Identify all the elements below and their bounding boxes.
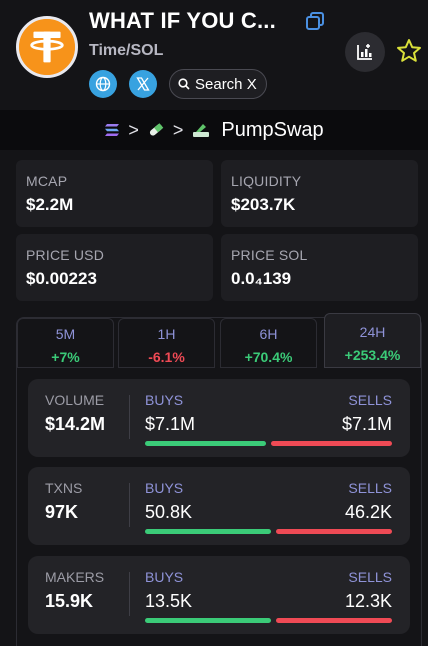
liquidity-stat: LIQUIDITY $203.7K: [221, 160, 418, 227]
tab-5m[interactable]: 5M +7%: [17, 318, 114, 368]
makers-ratio-bar: [145, 618, 392, 623]
makers-sells-value: 12.3K: [344, 591, 392, 611]
dex-name: PumpSwap: [221, 118, 324, 141]
card-divider: [129, 572, 130, 616]
globe-icon: [95, 76, 111, 92]
volume-buy-bar: [145, 441, 266, 446]
tab-6h-label: 6H: [259, 326, 278, 342]
pumpswap-icon[interactable]: [191, 121, 211, 139]
txns-buy-bar: [145, 529, 271, 534]
liquidity-value: $203.7K: [231, 195, 296, 214]
txns-sells-value: 46.2K: [344, 502, 392, 522]
website-button[interactable]: [89, 70, 117, 98]
token-avatar: [16, 16, 78, 78]
chart-add-icon: [357, 44, 372, 60]
volume-sells-label: SELLS: [348, 392, 392, 408]
tab-5m-label: 5M: [55, 326, 76, 342]
makers-buy-bar: [145, 618, 271, 623]
tether-logo-icon: [19, 19, 75, 75]
price-sol-value: 0.0₄139: [231, 269, 292, 288]
txns-card: TXNS 97K BUYS 50.8K SELLS 46.2K: [28, 467, 410, 545]
volume-buys-label: BUYS: [145, 392, 184, 408]
token-name: WHAT IF YOU C...: [89, 8, 276, 33]
tab-24h[interactable]: 24H +253.4%: [324, 313, 421, 368]
card-divider: [129, 483, 130, 527]
copy-icon[interactable]: [306, 12, 324, 30]
breadcrumb: > > PumpSwap: [0, 110, 428, 150]
x-logo-icon: [136, 77, 150, 91]
search-x-button[interactable]: Search X: [169, 69, 267, 99]
tab-1h[interactable]: 1H -6.1%: [118, 318, 215, 368]
txns-buys-label: BUYS: [145, 480, 184, 496]
tab-5m-change: +7%: [51, 349, 80, 365]
twitter-button[interactable]: [129, 70, 157, 98]
solana-icon[interactable]: [104, 123, 120, 137]
tab-1h-label: 1H: [157, 326, 176, 342]
pill-icon[interactable]: [147, 121, 165, 139]
txns-ratio-bar: [145, 529, 392, 534]
txns-total: 97K: [45, 502, 79, 522]
token-header: WHAT IF YOU C... Time/SOL Search X: [0, 0, 428, 110]
mcap-value: $2.2M: [26, 195, 74, 214]
txns-sell-bar: [276, 529, 392, 534]
price-sol-label: PRICE SOL: [231, 247, 308, 263]
search-x-label: Search X: [195, 75, 257, 93]
volume-total: $14.2M: [45, 414, 106, 434]
makers-total: 15.9K: [45, 591, 94, 611]
price-usd-value: $0.00223: [26, 269, 97, 288]
star-icon[interactable]: [396, 38, 422, 64]
makers-label: MAKERS: [45, 569, 105, 585]
price-sol-stat: PRICE SOL 0.0₄139: [221, 234, 418, 301]
timeframe-panel: [16, 317, 422, 646]
tab-6h-change: +70.4%: [244, 349, 293, 365]
makers-sell-bar: [276, 618, 392, 623]
volume-buys-value: $7.1M: [145, 414, 196, 434]
price-usd-stat: PRICE USD $0.00223: [16, 234, 213, 301]
tab-6h[interactable]: 6H +70.4%: [220, 318, 317, 368]
search-icon: [178, 78, 190, 90]
add-to-chart-button[interactable]: [345, 32, 385, 72]
liquidity-label: LIQUIDITY: [231, 173, 302, 189]
volume-sell-bar: [271, 441, 392, 446]
volume-ratio-bar: [145, 441, 392, 446]
makers-buys-value: 13.5K: [145, 591, 193, 611]
breadcrumb-separator: >: [172, 119, 184, 140]
txns-label: TXNS: [45, 480, 83, 496]
volume-label: VOLUME: [45, 392, 105, 408]
price-usd-label: PRICE USD: [26, 247, 105, 263]
tab-24h-label: 24H: [359, 324, 386, 340]
volume-sells-value: $7.1M: [341, 414, 392, 434]
volume-card: VOLUME $14.2M BUYS $7.1M SELLS $7.1M: [28, 379, 410, 457]
makers-buys-label: BUYS: [145, 569, 184, 585]
txns-sells-label: SELLS: [348, 480, 392, 496]
card-divider: [129, 395, 130, 439]
tab-24h-change: +253.4%: [344, 347, 401, 363]
txns-buys-value: 50.8K: [145, 502, 193, 522]
mcap-stat: MCAP $2.2M: [16, 160, 213, 227]
makers-sells-label: SELLS: [348, 569, 392, 585]
mcap-label: MCAP: [26, 173, 68, 189]
token-pair: Time/SOL: [89, 42, 164, 59]
tab-1h-change: -6.1%: [148, 349, 185, 365]
breadcrumb-separator: >: [128, 119, 139, 140]
makers-card: MAKERS 15.9K BUYS 13.5K SELLS 12.3K: [28, 556, 410, 634]
